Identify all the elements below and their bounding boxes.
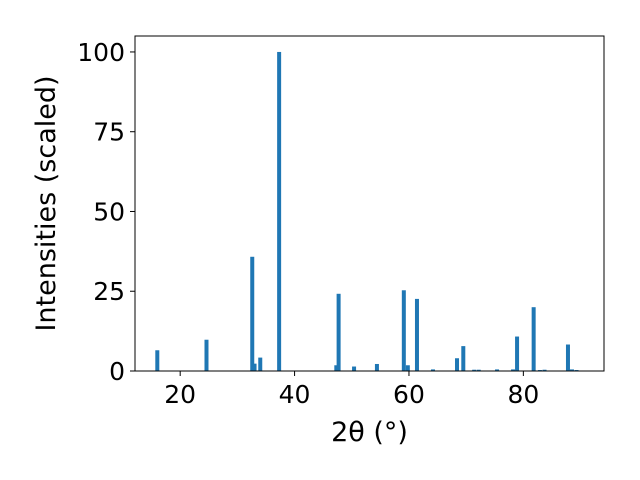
bar-17 xyxy=(476,369,481,371)
bar-1 xyxy=(204,339,209,371)
bar-12 xyxy=(414,298,419,371)
x-tick-label-0: 20 xyxy=(164,380,196,409)
y-tick-label-0: 0 xyxy=(109,357,125,386)
bar-18 xyxy=(495,369,500,371)
bar-10 xyxy=(401,290,406,371)
x-axis-label: 2θ (°) xyxy=(331,417,408,448)
bar-5 xyxy=(277,51,282,371)
bar-0 xyxy=(155,350,160,371)
bar-11 xyxy=(405,365,410,371)
bar-8 xyxy=(352,366,357,371)
bar-23 xyxy=(542,369,547,371)
x-tick-label-3: 80 xyxy=(507,380,539,409)
x-ticks: 20 40 60 80 xyxy=(164,371,539,409)
bar-4 xyxy=(258,357,263,371)
y-tick-label-4: 100 xyxy=(77,38,125,67)
y-tick-label-3: 75 xyxy=(93,118,125,147)
y-tick-label-2: 50 xyxy=(93,197,125,226)
bar-15 xyxy=(461,346,466,371)
y-tick-label-1: 25 xyxy=(93,277,125,306)
bar-20 xyxy=(515,336,520,371)
bar-9 xyxy=(374,363,379,371)
x-tick-label-2: 60 xyxy=(393,380,425,409)
bar-14 xyxy=(455,358,460,371)
bar-13 xyxy=(430,369,435,371)
y-axis-label: Intensities (scaled) xyxy=(31,75,62,331)
plot-frame xyxy=(134,35,605,372)
y-ticks: 0 25 50 75 100 xyxy=(77,38,135,386)
bar-25 xyxy=(569,369,574,371)
bar-6 xyxy=(334,365,339,371)
x-tick-label-1: 40 xyxy=(279,380,311,409)
bar-3 xyxy=(252,363,257,371)
bar-16 xyxy=(472,369,477,371)
bar-24 xyxy=(565,344,570,371)
bars-group xyxy=(155,51,579,371)
bar-7 xyxy=(336,293,341,371)
bar-21 xyxy=(531,307,536,371)
bar-19 xyxy=(511,369,516,371)
bar-2 xyxy=(250,256,255,371)
